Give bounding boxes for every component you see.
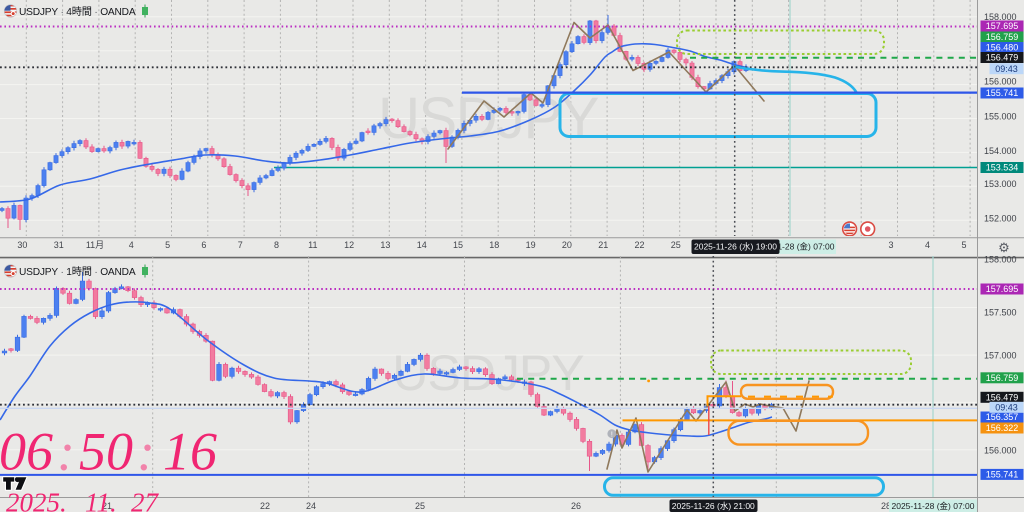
svg-text:3: 3	[888, 240, 893, 250]
svg-text:2025-11-28 (金) 07:00: 2025-11-28 (金) 07:00	[891, 501, 974, 511]
svg-text:09:43: 09:43	[995, 403, 1018, 413]
svg-text:156.479: 156.479	[986, 393, 1019, 403]
svg-text:30: 30	[17, 240, 27, 250]
svg-text:06:50:16: 06:50: 16	[0, 422, 217, 482]
svg-text:5: 5	[165, 240, 170, 250]
svg-text:21: 21	[102, 501, 112, 511]
svg-text:14: 14	[417, 240, 427, 250]
svg-text:158.000: 158.000	[984, 255, 1017, 265]
svg-text:156.759: 156.759	[986, 32, 1019, 42]
svg-text:22: 22	[260, 501, 270, 511]
svg-text:USDJPY: USDJPY	[392, 345, 584, 401]
svg-text:5: 5	[961, 240, 966, 250]
svg-text:2025-11-26 (水) 19:00: 2025-11-26 (水) 19:00	[694, 242, 777, 252]
svg-text:156.000: 156.000	[984, 77, 1017, 87]
svg-text:154.000: 154.000	[984, 146, 1017, 156]
svg-text:152.000: 152.000	[984, 214, 1017, 224]
svg-text:157.695: 157.695	[986, 21, 1019, 31]
svg-text:31: 31	[54, 240, 64, 250]
svg-text:15: 15	[453, 240, 463, 250]
svg-text:155.741: 155.741	[986, 88, 1019, 98]
svg-text:156.000: 156.000	[984, 446, 1017, 456]
svg-text:27: 27	[131, 488, 160, 512]
svg-text:12: 12	[344, 240, 354, 250]
svg-text:156.479: 156.479	[986, 53, 1019, 63]
svg-text:09:43: 09:43	[995, 64, 1018, 74]
svg-text:28: 28	[881, 501, 891, 511]
svg-text:8: 8	[274, 240, 279, 250]
svg-text:156.357: 156.357	[986, 412, 1019, 422]
svg-text:18: 18	[489, 240, 499, 250]
svg-text:25: 25	[415, 501, 425, 511]
svg-text:2025-11-28 (金) 07:00: 2025-11-28 (金) 07:00	[751, 242, 834, 252]
svg-text:21: 21	[598, 240, 608, 250]
svg-text:11.: 11.	[85, 488, 117, 512]
svg-text:2025.: 2025.	[6, 488, 67, 512]
svg-text:155.741: 155.741	[986, 470, 1019, 480]
svg-text:157.695: 157.695	[986, 284, 1019, 294]
svg-text:6: 6	[201, 240, 206, 250]
svg-text:⚙: ⚙	[998, 240, 1010, 255]
svg-text:22: 22	[634, 240, 644, 250]
svg-text:4: 4	[925, 240, 930, 250]
svg-text:155.000: 155.000	[984, 112, 1017, 122]
svg-text:USDJPY · 1時間 · OANDA: USDJPY · 1時間 · OANDA	[19, 266, 136, 278]
svg-text:!: !	[611, 432, 613, 439]
svg-text:13: 13	[380, 240, 390, 250]
svg-text:157.500: 157.500	[984, 308, 1017, 318]
svg-text:2025-11-26 (水) 21:00: 2025-11-26 (水) 21:00	[672, 501, 755, 511]
svg-text:156.759: 156.759	[986, 373, 1019, 383]
svg-text:156.322: 156.322	[986, 423, 1019, 433]
svg-text:19: 19	[526, 240, 536, 250]
svg-text:153.000: 153.000	[984, 179, 1017, 189]
svg-text:26: 26	[571, 501, 581, 511]
svg-text:11: 11	[308, 240, 317, 250]
svg-text:20: 20	[562, 240, 572, 250]
svg-text:24: 24	[306, 501, 316, 511]
svg-text:7: 7	[238, 240, 243, 250]
svg-text:158.000: 158.000	[984, 12, 1017, 22]
svg-text:153.534: 153.534	[986, 163, 1019, 173]
svg-text:4: 4	[129, 240, 134, 250]
svg-text:157.000: 157.000	[984, 351, 1017, 361]
svg-text:USDJPY · 4時間 · OANDA: USDJPY · 4時間 · OANDA	[19, 6, 136, 18]
svg-text:156.480: 156.480	[986, 43, 1019, 53]
svg-text:25: 25	[671, 240, 681, 250]
svg-text:11月: 11月	[86, 240, 104, 250]
